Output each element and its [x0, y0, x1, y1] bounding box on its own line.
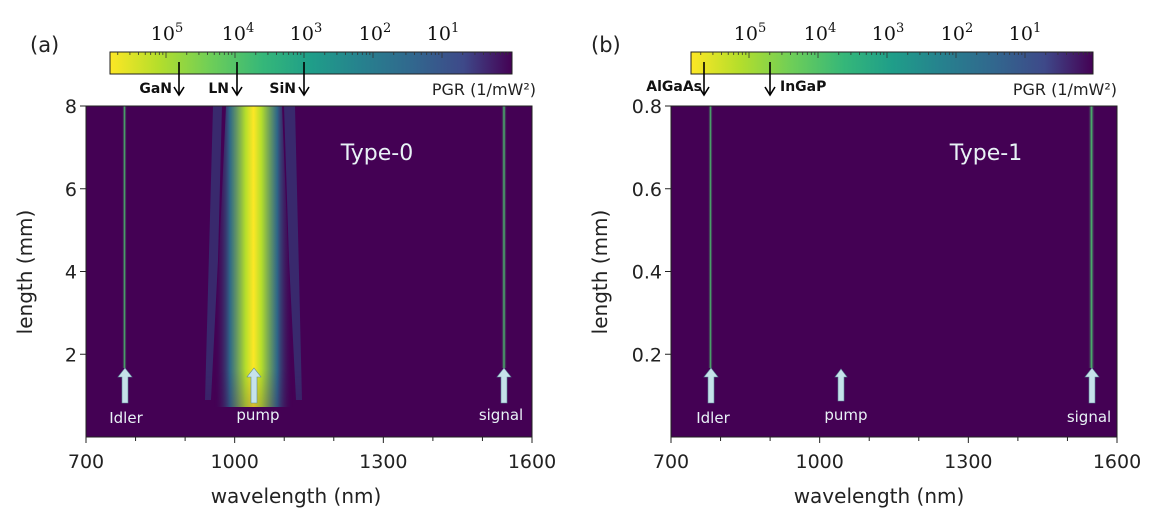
- pump-side-lobe: [205, 106, 222, 400]
- type-annotation: Type-1: [949, 141, 1022, 166]
- material-label: AlGaAs: [646, 79, 702, 95]
- y-tick-label: 0.2: [632, 344, 662, 366]
- idler-line: [708, 106, 713, 368]
- x-tick-label: 700: [653, 451, 689, 473]
- colorbar-tick-label: 103: [872, 21, 904, 45]
- colorbar-ticks: [117, 52, 509, 58]
- heatmap-background: [86, 106, 532, 437]
- colorbar-tick-label: 101: [1009, 21, 1041, 45]
- up-arrow-icon: [246, 367, 262, 404]
- y-axis-label: length (mm): [588, 210, 612, 335]
- arrowhead-icon: [764, 86, 776, 97]
- material-marker-algaas: AlGaAs: [646, 62, 710, 97]
- colorbar: [109, 51, 513, 75]
- colorbar-label: PGR (1/mW²): [432, 80, 536, 99]
- material-label: LN: [208, 81, 229, 97]
- up-arrow-icon: [1084, 367, 1100, 404]
- axes: 700 1000 1300 1600 2 4 6 8: [65, 96, 556, 473]
- x-tick-label: 1300: [944, 451, 992, 473]
- colorbar-tick-labels: 105 104 103 102 101: [734, 21, 1041, 45]
- colorbar-tick-labels: 105 104 103 102 101: [151, 21, 459, 45]
- colorbar-ticks: [700, 52, 1092, 58]
- y-tick-label: 0.6: [632, 179, 662, 201]
- colorbar-tick-label: 104: [222, 21, 254, 45]
- arrowhead-icon: [173, 86, 185, 97]
- arrowhead-icon: [298, 86, 310, 97]
- panel-label: (b): [591, 33, 621, 57]
- y-tick-label: 4: [65, 262, 77, 284]
- material-marker-sin: SiN: [269, 62, 310, 97]
- up-arrow-icon: [703, 367, 719, 404]
- type-annotation: Type-0: [340, 141, 413, 166]
- x-tick-label: 1300: [359, 451, 407, 473]
- x-tick-label: 1000: [795, 451, 843, 473]
- up-arrow-icon: [834, 368, 848, 402]
- pump-core: [214, 106, 293, 407]
- pump-marker: pump: [236, 367, 280, 424]
- signal-marker: signal: [1067, 367, 1111, 426]
- up-arrow-icon: [496, 367, 512, 404]
- panel-label: (a): [30, 33, 59, 57]
- colorbar-tick-label: 103: [290, 21, 322, 45]
- panel-b: (b) 105 104 103 102 101 PGR (1/mW²) AlGa…: [588, 21, 1141, 508]
- colorbar-tick-label: 102: [359, 21, 391, 45]
- idler-line: [122, 106, 127, 368]
- pump-label: pump: [824, 406, 867, 424]
- idler-marker: Idler: [696, 367, 731, 427]
- x-tick-label: 1600: [1093, 451, 1141, 473]
- idler-label: Idler: [696, 409, 730, 427]
- material-marker-ln: LN: [208, 62, 243, 97]
- colorbar-tick-label: 101: [427, 21, 459, 45]
- colorbar-tick-label: 104: [804, 21, 836, 45]
- signal-label: signal: [479, 406, 523, 424]
- arrowhead-icon: [698, 86, 710, 97]
- pump-band: [205, 106, 302, 407]
- material-label: InGaP: [780, 79, 826, 95]
- signal-label: signal: [1067, 408, 1111, 426]
- y-tick-label: 2: [65, 344, 77, 366]
- colorbar-label: PGR (1/mW²): [1013, 80, 1117, 99]
- signal-line: [1088, 106, 1095, 368]
- y-axis-label: length (mm): [13, 210, 37, 335]
- x-tick-label: 1000: [210, 451, 258, 473]
- axes: 700 1000 1300 1600 0.2 0.4 0.6 0.8: [632, 96, 1141, 473]
- colorbar-tick-label: 105: [734, 21, 766, 45]
- y-tick-label: 0.4: [632, 262, 662, 284]
- signal-line: [501, 106, 507, 368]
- pump-marker: pump: [824, 368, 868, 424]
- up-arrow-icon: [117, 367, 133, 404]
- panel-a: (a) 105 104 103 102 101 PGR (1/mW²) GaN …: [13, 21, 556, 508]
- signal-marker: signal: [479, 367, 523, 424]
- y-tick-label: 8: [65, 96, 77, 118]
- y-tick-label: 0.8: [632, 96, 662, 118]
- heatmap-background: [671, 106, 1117, 437]
- x-tick-label: 1600: [508, 451, 556, 473]
- idler-marker: Idler: [109, 367, 144, 427]
- material-marker-ingap: InGaP: [764, 62, 826, 97]
- pump-side-lobe: [284, 106, 302, 400]
- x-tick-label: 700: [68, 451, 104, 473]
- x-axis-label: wavelength (nm): [211, 484, 382, 508]
- material-label: SiN: [269, 81, 296, 97]
- colorbar-tick-label: 105: [151, 21, 183, 45]
- colorbar: [690, 51, 1094, 75]
- arrowhead-icon: [231, 86, 243, 97]
- colorbar-tick-label: 102: [941, 21, 973, 45]
- material-marker-gan: GaN: [139, 62, 185, 97]
- material-label: GaN: [139, 81, 172, 97]
- y-tick-label: 6: [65, 179, 77, 201]
- x-axis-label: wavelength (nm): [794, 484, 965, 508]
- idler-label: Idler: [109, 409, 143, 427]
- pump-label: pump: [236, 406, 279, 424]
